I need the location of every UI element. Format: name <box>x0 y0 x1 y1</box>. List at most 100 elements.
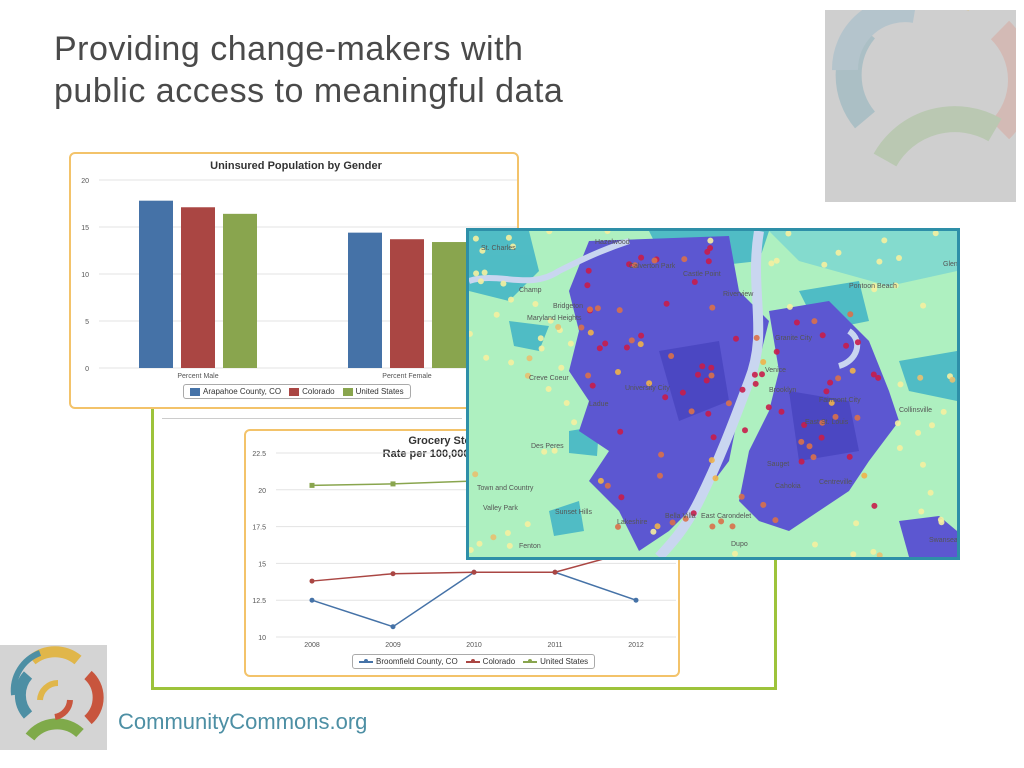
legend-item-colorado[interactable]: Colorado <box>465 657 516 666</box>
map-point <box>773 348 780 355</box>
map-place-label: Lakeshire <box>617 519 648 526</box>
map-point <box>490 534 497 541</box>
data-point <box>309 482 315 488</box>
map-point <box>732 550 738 557</box>
legend-item-broomfield[interactable]: Broomfield County, CO <box>359 657 458 666</box>
map-point <box>618 494 625 501</box>
map-point <box>682 515 689 522</box>
map-point <box>708 372 715 379</box>
y-tick-label: 10 <box>258 635 266 642</box>
bar <box>348 232 382 368</box>
legend-swatch <box>289 387 300 396</box>
bar <box>139 200 173 368</box>
legend-label: Colorado <box>482 657 516 666</box>
map-point <box>688 408 695 415</box>
map-point <box>604 482 611 489</box>
legend-swatch <box>523 658 538 663</box>
y-tick-label: 0 <box>85 366 89 373</box>
map-place-label: Venice <box>765 367 787 374</box>
map-point <box>733 335 739 342</box>
map-point <box>504 530 511 536</box>
map-point <box>938 519 945 526</box>
community-commons-logo-small <box>0 645 107 750</box>
map-point <box>709 523 716 530</box>
map-point <box>810 454 817 461</box>
map-place-label: Pontoon Beach <box>849 283 897 290</box>
y-tick-label: 15 <box>81 225 89 232</box>
website-link[interactable]: CommunityCommons.org <box>118 709 368 734</box>
bar-chart-plot: 0 5 10 15 20 Percent Male Percent Female <box>81 178 517 380</box>
map-point <box>663 300 670 307</box>
map-point <box>483 354 490 361</box>
map-point <box>823 388 830 395</box>
map-point <box>827 379 834 386</box>
map-point <box>695 371 701 378</box>
map-point <box>510 243 516 250</box>
map-point <box>541 448 548 455</box>
map-point <box>508 359 515 366</box>
map-point <box>821 261 828 268</box>
legend-item-arapahoe[interactable]: Arapahoe County, CO <box>190 387 281 396</box>
map-point <box>760 359 767 365</box>
bar <box>181 207 215 368</box>
map-point <box>915 429 922 436</box>
map-point <box>657 472 663 479</box>
map-point <box>469 330 473 337</box>
map-place-label: Hazelwood <box>595 239 630 246</box>
map-place-label: East St. Louis <box>805 419 849 426</box>
map-point <box>892 282 899 289</box>
map-point <box>469 547 474 553</box>
map-point <box>718 518 725 525</box>
map-point <box>876 552 883 557</box>
map-point <box>668 353 675 359</box>
legend-item-united-states[interactable]: United States <box>523 657 588 666</box>
line-chart-legend[interactable]: Broomfield County, CO Colorado United St… <box>352 654 596 669</box>
data-point <box>633 597 639 603</box>
map-point <box>710 434 717 441</box>
map-point <box>638 254 645 261</box>
map-point <box>472 471 479 478</box>
choropleth-map[interactable]: St. Charles Hazelwood Calverton Park Castle… <box>466 228 960 560</box>
map-point <box>778 408 785 415</box>
bar-chart-legend[interactable]: Arapahoe County, CO Colorado United Stat… <box>183 384 411 399</box>
map-point <box>626 261 633 268</box>
bar-chart-card: Uninsured Population by Gender 0 5 10 15 20 P… <box>69 152 519 409</box>
legend-item-united-states[interactable]: United States <box>342 387 404 396</box>
map-point <box>897 381 904 388</box>
legend-item-colorado[interactable]: Colorado <box>289 387 335 396</box>
map-point <box>811 318 818 325</box>
map-point <box>785 231 792 237</box>
data-point <box>471 569 477 575</box>
map-point <box>493 311 500 318</box>
map-point <box>646 380 653 387</box>
map-point <box>567 340 574 347</box>
map-point <box>949 376 956 383</box>
bar <box>223 213 257 368</box>
map-point <box>551 447 558 454</box>
map-point <box>828 399 835 406</box>
map-point <box>920 461 926 468</box>
map-point <box>545 386 552 392</box>
map-point <box>870 548 877 555</box>
map-point <box>679 389 686 396</box>
legend-label: United States <box>540 657 589 666</box>
map-point <box>854 414 861 421</box>
legend-swatch <box>465 658 480 663</box>
legend-label: Colorado <box>302 387 335 396</box>
map-point <box>760 501 767 508</box>
map-point <box>853 520 860 527</box>
logo-arcs-icon <box>10 646 104 741</box>
slide-title: Providing change-makers with public acce… <box>54 28 563 112</box>
map-point <box>846 453 853 460</box>
map-place-label: Sunset Hills <box>555 509 592 516</box>
y-tick-label: 17.5 <box>252 525 266 532</box>
map-point <box>819 419 826 426</box>
map-point <box>917 374 924 381</box>
map-point <box>477 278 484 285</box>
map-place-label: Granite City <box>775 335 812 342</box>
x-tick-label: 2009 <box>385 642 401 649</box>
map-point <box>481 269 488 276</box>
map-point <box>752 380 759 387</box>
map-point <box>546 231 553 235</box>
series-line <box>311 571 637 628</box>
